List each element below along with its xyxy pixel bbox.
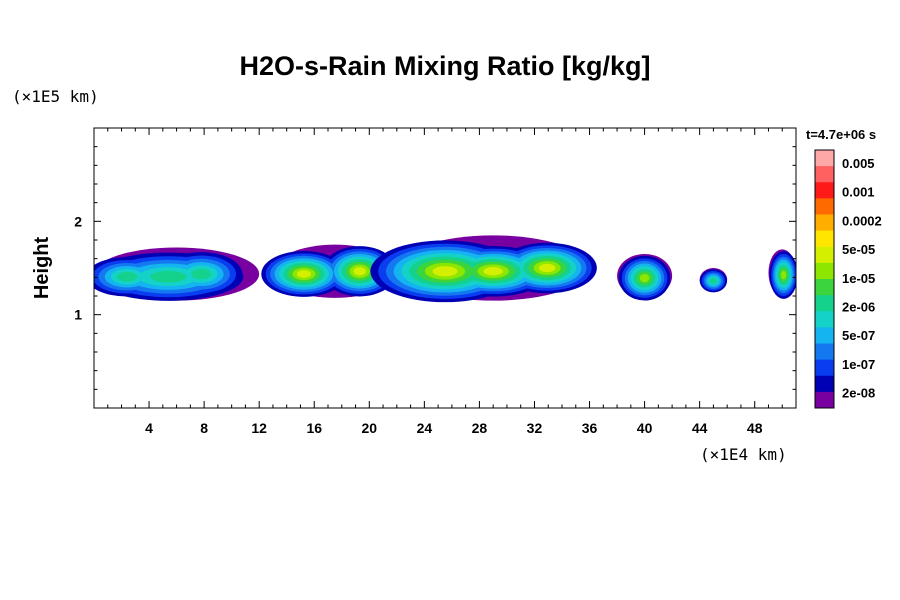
colorbar-label: 2e-06 bbox=[842, 300, 875, 315]
x-tick-label: 12 bbox=[251, 420, 267, 436]
x-tick-label: 20 bbox=[362, 420, 378, 436]
colorbar-swatch bbox=[815, 214, 834, 232]
colorbar-swatch bbox=[815, 327, 834, 344]
colorbar-label: 1e-07 bbox=[842, 357, 875, 372]
contour-band bbox=[639, 273, 650, 283]
contour-band bbox=[117, 271, 137, 282]
contour-band bbox=[150, 270, 187, 283]
contour-band bbox=[483, 267, 503, 276]
colorbar-label: 0.001 bbox=[842, 185, 875, 200]
contour-band bbox=[296, 270, 312, 278]
colorbar-swatch bbox=[815, 343, 834, 361]
y-axis-label: Height bbox=[31, 237, 53, 300]
colorbar-label: 2e-08 bbox=[842, 386, 875, 401]
colorbar-swatch bbox=[815, 391, 834, 409]
contour-field bbox=[94, 235, 796, 303]
rain-cloud bbox=[370, 235, 597, 303]
contour-band bbox=[538, 263, 556, 273]
x-tick-label: 40 bbox=[637, 420, 653, 436]
rain-cloud bbox=[94, 247, 260, 301]
x-tick-label: 36 bbox=[582, 420, 598, 436]
rain-cloud bbox=[261, 244, 397, 298]
colorbar-swatch bbox=[815, 375, 834, 393]
colorbar-label: 5e-05 bbox=[842, 242, 875, 257]
contour-band bbox=[191, 268, 212, 280]
x-axis: 4 8 12 16 20 24 28 32 36 40 44 48 bbox=[107, 128, 783, 436]
x-tick-label: 8 bbox=[200, 420, 208, 436]
contour-band bbox=[432, 266, 458, 277]
y-axis-unit: (×1E5 km) bbox=[12, 87, 99, 106]
colorbar-swatch bbox=[815, 198, 834, 215]
plot-frame bbox=[93, 127, 797, 409]
x-tick-label: 28 bbox=[472, 420, 488, 436]
colorbar-swatch bbox=[815, 246, 834, 264]
x-axis-unit: (×1E4 km) bbox=[700, 445, 787, 464]
colorbar-label: 1e-05 bbox=[842, 271, 875, 286]
colorbar-swatch bbox=[815, 311, 834, 328]
colorbar-swatch bbox=[815, 279, 834, 296]
x-tick-label: 4 bbox=[145, 420, 153, 436]
x-tick-label: 24 bbox=[417, 420, 433, 436]
y-axis: 12 bbox=[74, 146, 796, 390]
contour-band bbox=[353, 267, 366, 276]
colorbar-label: 5e-07 bbox=[842, 328, 875, 343]
colorbar-swatch bbox=[815, 230, 834, 248]
colorbar: 0.005 0.001 0.0002 5e-05 1e-05 2e-06 5e-07 1e-0… bbox=[814, 149, 882, 409]
rain-cloud bbox=[768, 249, 796, 299]
contour-band bbox=[710, 278, 717, 284]
colorbar-swatch bbox=[815, 166, 834, 183]
colorbar-swatch bbox=[815, 359, 834, 377]
colorbar-swatch bbox=[815, 182, 834, 199]
rain-cloud bbox=[699, 268, 728, 293]
chart-title: H2O-s-Rain Mixing Ratio [kg/kg] bbox=[239, 51, 650, 81]
colorbar-label: 0.005 bbox=[842, 156, 875, 171]
colorbar-label: 0.0002 bbox=[842, 213, 882, 228]
colorbar-swatch bbox=[815, 262, 834, 280]
colorbar-frame bbox=[814, 149, 835, 409]
time-label: t=4.7e+06 s bbox=[806, 127, 876, 142]
rain-cloud bbox=[617, 253, 673, 301]
x-tick-label: 16 bbox=[306, 420, 322, 436]
contour-band bbox=[780, 270, 787, 280]
colorbar-swatch bbox=[815, 150, 834, 167]
colorbar-swatch bbox=[815, 295, 834, 312]
x-tick-label: 44 bbox=[692, 420, 708, 436]
y-tick-label: 1 bbox=[74, 307, 82, 323]
x-tick-label: 32 bbox=[527, 420, 543, 436]
x-tick-label: 48 bbox=[747, 420, 763, 436]
y-tick-label: 2 bbox=[74, 213, 82, 229]
